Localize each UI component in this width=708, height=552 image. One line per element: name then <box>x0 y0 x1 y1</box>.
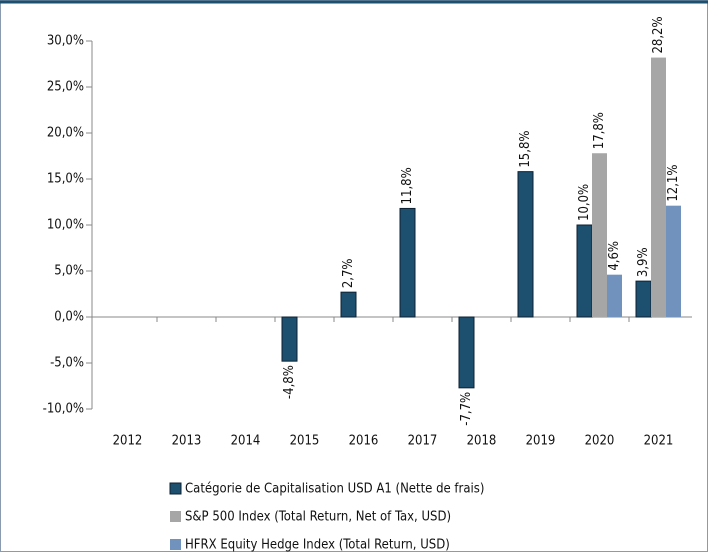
bar <box>651 57 666 318</box>
y-tick-label: 10,0% <box>47 218 84 233</box>
x-tick-label: 2019 <box>526 434 556 449</box>
y-tick-label: 30,0% <box>47 34 84 49</box>
value-label: 11,8% <box>400 167 415 204</box>
value-label: -4,8% <box>282 365 297 399</box>
x-tick-label: 2014 <box>231 434 261 449</box>
bar <box>635 280 652 318</box>
bar <box>592 153 607 317</box>
x-tick-label: 2021 <box>644 434 674 449</box>
x-tick-label: 2012 <box>113 434 143 449</box>
legend-label: HFRX Equity Hedge Index (Total Return, U… <box>185 538 450 552</box>
value-label: 4,6% <box>607 241 622 271</box>
legend-swatch <box>170 511 181 522</box>
bar <box>281 316 298 362</box>
bar <box>340 291 357 318</box>
y-tick-label: -10,0% <box>43 402 84 417</box>
value-label: 28,2% <box>651 16 666 53</box>
legend-label: Catégorie de Capitalisation USD A1 (Nett… <box>185 482 484 497</box>
y-tick-label: 20,0% <box>47 126 84 141</box>
legend-swatch <box>169 482 182 495</box>
y-tick-label: -5,0% <box>50 356 84 371</box>
bar <box>607 274 622 317</box>
value-label: -7,7% <box>459 392 474 426</box>
value-label: 3,9% <box>636 247 651 277</box>
bar <box>576 224 593 318</box>
bar <box>458 316 475 389</box>
x-tick-label: 2013 <box>172 434 202 449</box>
value-label: 15,8% <box>518 130 533 167</box>
legend-label: S&P 500 Index (Total Return, Net of Tax,… <box>185 510 451 525</box>
x-tick-label: 2015 <box>290 434 320 449</box>
y-tick-label: 5,0% <box>54 264 84 279</box>
y-tick-label: 25,0% <box>47 80 84 95</box>
x-tick-label: 2017 <box>408 434 438 449</box>
bar <box>666 205 681 317</box>
y-tick-label: 15,0% <box>47 172 84 187</box>
x-tick-label: 2016 <box>349 434 379 449</box>
x-tick-label: 2018 <box>467 434 497 449</box>
x-tick-label: 2020 <box>585 434 615 449</box>
value-label: 10,0% <box>577 184 592 221</box>
legend-swatch <box>170 539 181 550</box>
bar <box>399 207 416 318</box>
bar <box>517 171 534 318</box>
value-label: 17,8% <box>592 112 607 149</box>
y-tick-label: 0,0% <box>54 310 84 325</box>
value-label: 2,7% <box>341 258 356 288</box>
value-label: 12,1% <box>666 165 681 202</box>
